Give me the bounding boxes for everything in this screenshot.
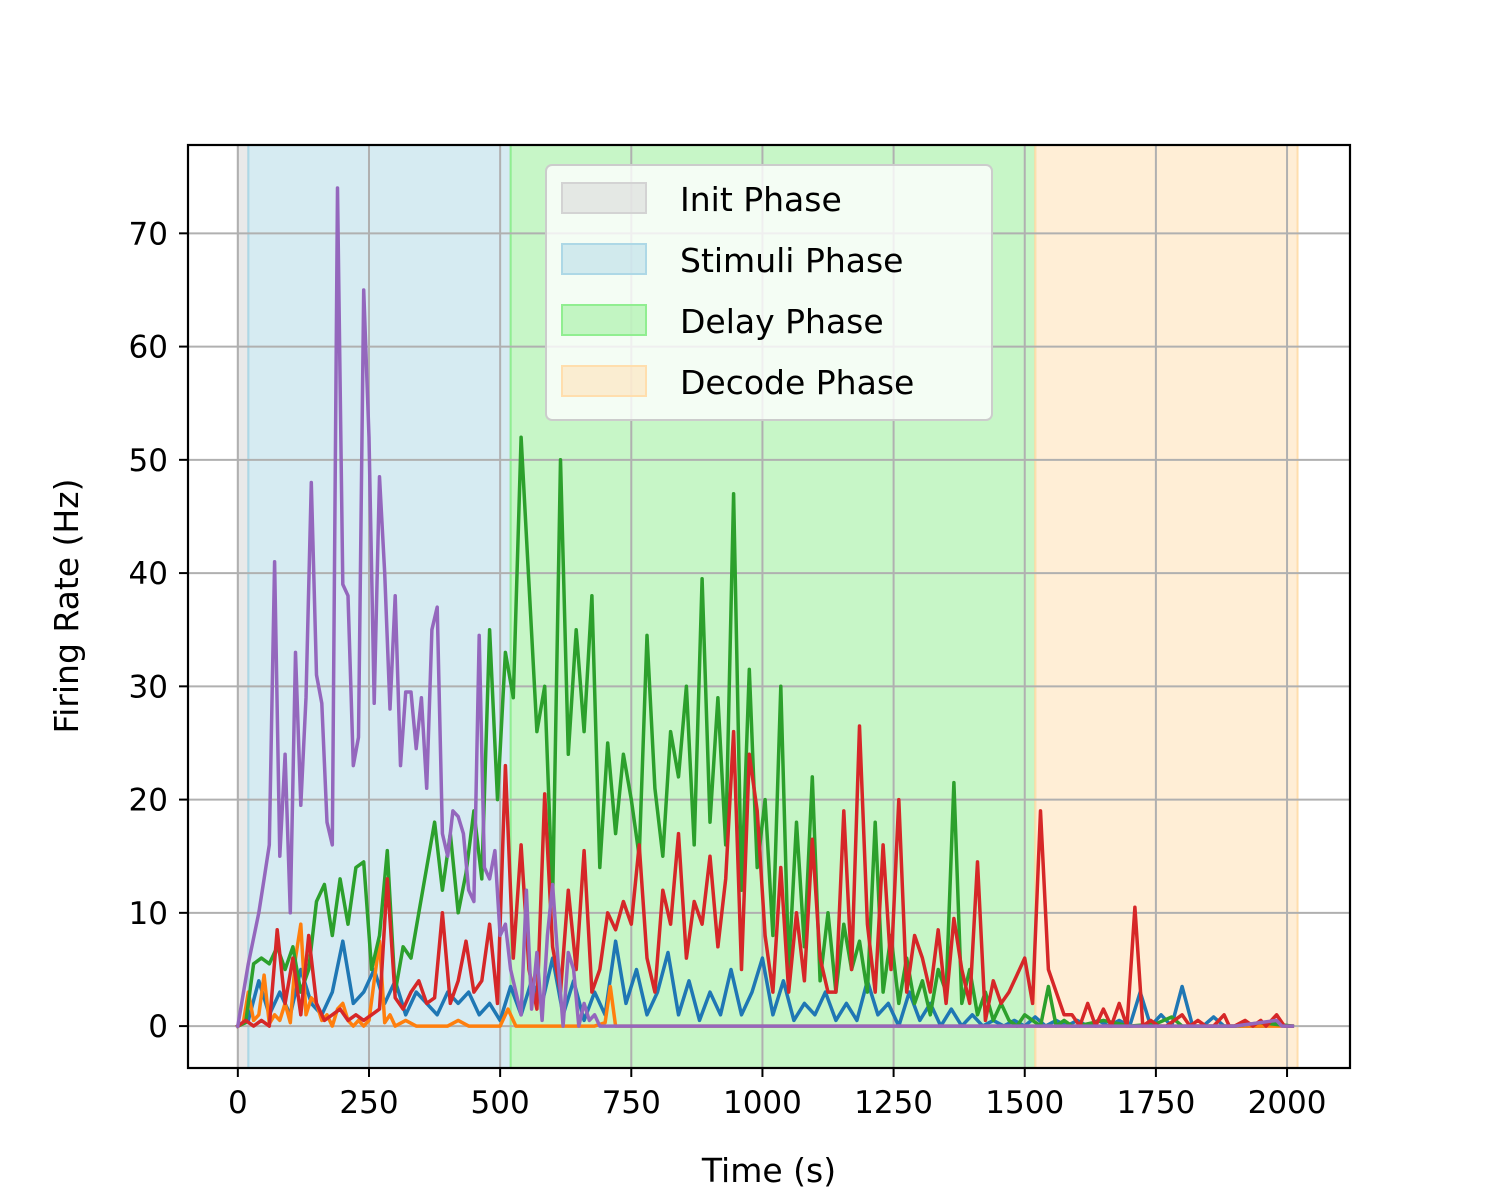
ticks: 0 250 500 750 1000 1250 1500 1750 2000 0 10 20 30 40 5… xyxy=(129,216,1327,1121)
y-tick-label: 20 xyxy=(129,783,168,819)
y-tick-label: 40 xyxy=(129,556,168,592)
series-line-4 xyxy=(235,186,1295,1029)
y-tick-label: 10 xyxy=(129,896,168,932)
legend-box xyxy=(545,164,993,421)
x-tick-label: 0 xyxy=(228,1085,248,1121)
y-tick-label: 0 xyxy=(148,1009,168,1045)
legend-swatch-2 xyxy=(561,304,647,336)
legend-swatch-3 xyxy=(561,365,647,397)
x-tick-label: 1000 xyxy=(723,1085,802,1121)
legend-label-1: Stimuli Phase xyxy=(680,241,903,280)
x-tick-label: 750 xyxy=(602,1085,661,1121)
y-tick-label: 60 xyxy=(129,330,168,366)
x-tick-label: 1750 xyxy=(1116,1085,1195,1121)
y-axis-title: Firing Rate (Hz) xyxy=(47,479,86,734)
phase-band-1 xyxy=(247,144,512,1069)
legend-label-2: Delay Phase xyxy=(680,302,884,341)
y-tick-label: 70 xyxy=(129,216,168,252)
phase-band-3 xyxy=(1034,144,1299,1069)
y-tick-label: 30 xyxy=(129,669,168,705)
legend-label-0: Init Phase xyxy=(680,180,842,219)
phase-band-0 xyxy=(236,144,250,1069)
x-tick-label: 1500 xyxy=(985,1085,1064,1121)
legend-swatch-0 xyxy=(561,182,647,214)
legend-swatch-1 xyxy=(561,243,647,275)
x-tick-label: 2000 xyxy=(1248,1085,1327,1121)
x-tick-label: 250 xyxy=(339,1085,398,1121)
series-line-0 xyxy=(235,939,1295,1029)
legend: Init Phase Stimuli Phase Delay Phase Decode… xyxy=(545,164,993,421)
x-tick-label: 500 xyxy=(471,1085,530,1121)
y-tick-label: 50 xyxy=(129,443,168,479)
series-line-3 xyxy=(235,724,1295,1029)
series-layer xyxy=(235,186,1295,1029)
x-axis-title: Time (s) xyxy=(701,1151,836,1190)
legend-label-3: Decode Phase xyxy=(680,363,914,402)
plot-frame xyxy=(186,143,1352,1070)
x-tick-label: 1250 xyxy=(854,1085,933,1121)
